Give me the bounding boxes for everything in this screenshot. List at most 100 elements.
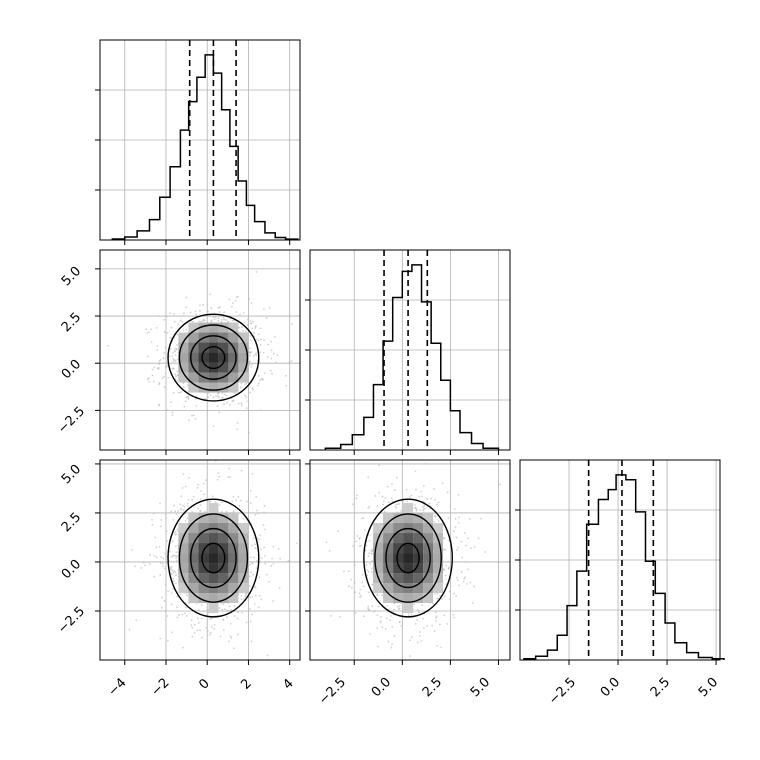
scatter-point: [257, 375, 260, 377]
scatter-point: [447, 567, 450, 570]
scatter-point: [366, 574, 369, 577]
density-cell: [413, 583, 424, 594]
scatter-point: [433, 630, 436, 632]
scatter-point: [383, 510, 386, 513]
scatter-point: [279, 557, 282, 560]
scatter-point: [436, 597, 439, 600]
scatter-point: [211, 495, 214, 498]
scatter-point: [175, 513, 178, 516]
scatter-point: [173, 320, 176, 323]
scatter-point: [164, 552, 166, 555]
density-cell: [208, 362, 219, 373]
density-cell: [218, 533, 229, 544]
scatter-point: [194, 418, 197, 420]
scatter-point: [382, 503, 385, 506]
scatter-point: [152, 380, 155, 383]
scatter-point: [203, 610, 205, 613]
density-cell: [238, 543, 249, 554]
scatter-point: [413, 603, 416, 605]
density-cell: [238, 583, 249, 594]
scatter-point: [439, 594, 441, 597]
scatter-point: [273, 335, 276, 338]
scatter-point: [259, 534, 261, 537]
scatter-point: [203, 493, 206, 496]
scatter-point: [393, 635, 396, 638]
scatter-point: [252, 355, 255, 357]
scatter-point: [400, 510, 402, 512]
scatter-point: [239, 386, 242, 389]
scatter-point: [257, 339, 260, 342]
scatter-point: [166, 409, 169, 412]
scatter-point: [151, 518, 153, 521]
density-contour: [396, 542, 420, 574]
scatter-point: [185, 396, 188, 399]
scatter-point: [369, 562, 372, 565]
scatter-point: [171, 414, 174, 417]
density-cell: [383, 513, 394, 524]
scatter-point: [246, 593, 249, 595]
scatter-point: [242, 517, 245, 520]
scatter-point: [231, 500, 234, 503]
scatter-point: [174, 530, 177, 533]
density-cell: [393, 543, 404, 554]
scatter-point: [255, 495, 258, 498]
density-cell: [198, 523, 209, 534]
scatter-point: [255, 338, 258, 341]
scatter-point: [164, 514, 167, 516]
scatter-point: [195, 405, 198, 407]
scatter-point: [465, 544, 467, 547]
scatter-point: [172, 571, 175, 574]
scatter-point: [388, 501, 390, 504]
scatter-point: [255, 353, 258, 356]
scatter-point: [270, 349, 273, 352]
scatter-point: [266, 654, 269, 657]
scatter-point: [244, 330, 247, 333]
scatter-point: [352, 545, 354, 547]
scatter-point: [228, 298, 231, 301]
scatter-point: [199, 497, 202, 500]
scatter-point: [477, 537, 480, 540]
scatter-point: [254, 543, 257, 546]
scatter-point: [446, 622, 449, 625]
scatter-point: [218, 607, 221, 609]
scatter-point: [330, 614, 332, 617]
scatter-point: [371, 548, 374, 551]
density-cell: [218, 543, 229, 554]
scatter-point: [172, 351, 175, 354]
scatter-point: [191, 414, 193, 417]
axes-frame: [99, 39, 301, 241]
scatter-point: [270, 564, 273, 567]
density-cell: [238, 362, 249, 373]
scatter-point: [440, 646, 442, 649]
scatter-point: [409, 639, 411, 642]
scatter-point: [213, 623, 216, 626]
scatter-point: [184, 485, 187, 488]
scatter-point: [180, 390, 183, 393]
density-cell: [208, 352, 219, 363]
density-cell: [403, 513, 414, 524]
scatter-point: [232, 496, 235, 498]
scatter-point: [272, 562, 275, 565]
scatter-point: [205, 479, 208, 482]
histogram-panel-var2: [515, 459, 725, 665]
density-cell: [218, 553, 229, 564]
scatter-point: [343, 570, 345, 573]
density-cell: [208, 533, 219, 544]
scatter-point: [142, 561, 145, 564]
scatter-point: [274, 361, 277, 364]
scatter-point: [146, 332, 148, 334]
scatter-point: [199, 510, 202, 512]
scatter-point: [222, 603, 225, 606]
density-cell: [198, 352, 209, 363]
scatter-point: [162, 557, 165, 560]
scatter-point: [249, 620, 252, 623]
scatter-point: [254, 362, 257, 365]
scatter-point: [245, 407, 248, 410]
density-cell: [423, 543, 434, 554]
density-cell: [218, 583, 229, 594]
scatter-point: [223, 393, 226, 396]
scatter-point: [264, 555, 266, 557]
scatter-point: [354, 591, 357, 594]
scatter-point: [218, 411, 221, 414]
scatter-point: [184, 612, 186, 615]
